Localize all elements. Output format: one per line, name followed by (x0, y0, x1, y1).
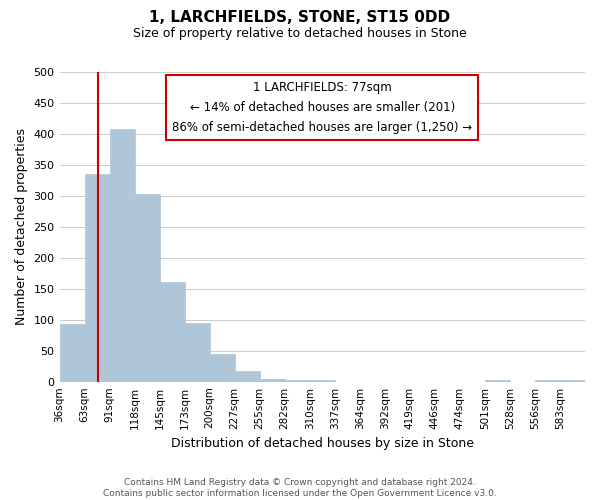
X-axis label: Distribution of detached houses by size in Stone: Distribution of detached houses by size … (171, 437, 474, 450)
Bar (310, 380, 335, 382)
Bar (160, 282, 185, 382)
Bar (185, 322, 209, 382)
Bar (134, 194, 160, 382)
Bar (485, 380, 510, 382)
Bar (209, 354, 235, 382)
Text: Contains HM Land Registry data © Crown copyright and database right 2024.
Contai: Contains HM Land Registry data © Crown c… (103, 478, 497, 498)
Bar (235, 370, 260, 382)
Bar (260, 378, 285, 382)
Bar (85, 174, 110, 382)
Bar (560, 380, 585, 382)
Text: 1, LARCHFIELDS, STONE, ST15 0DD: 1, LARCHFIELDS, STONE, ST15 0DD (149, 10, 451, 25)
Bar (59, 324, 85, 382)
Bar (535, 380, 560, 382)
Y-axis label: Number of detached properties: Number of detached properties (15, 128, 28, 325)
Text: Size of property relative to detached houses in Stone: Size of property relative to detached ho… (133, 28, 467, 40)
Bar (285, 380, 310, 382)
Text: 1 LARCHFIELDS: 77sqm
← 14% of detached houses are smaller (201)
86% of semi-deta: 1 LARCHFIELDS: 77sqm ← 14% of detached h… (172, 81, 472, 134)
Bar (110, 128, 134, 382)
